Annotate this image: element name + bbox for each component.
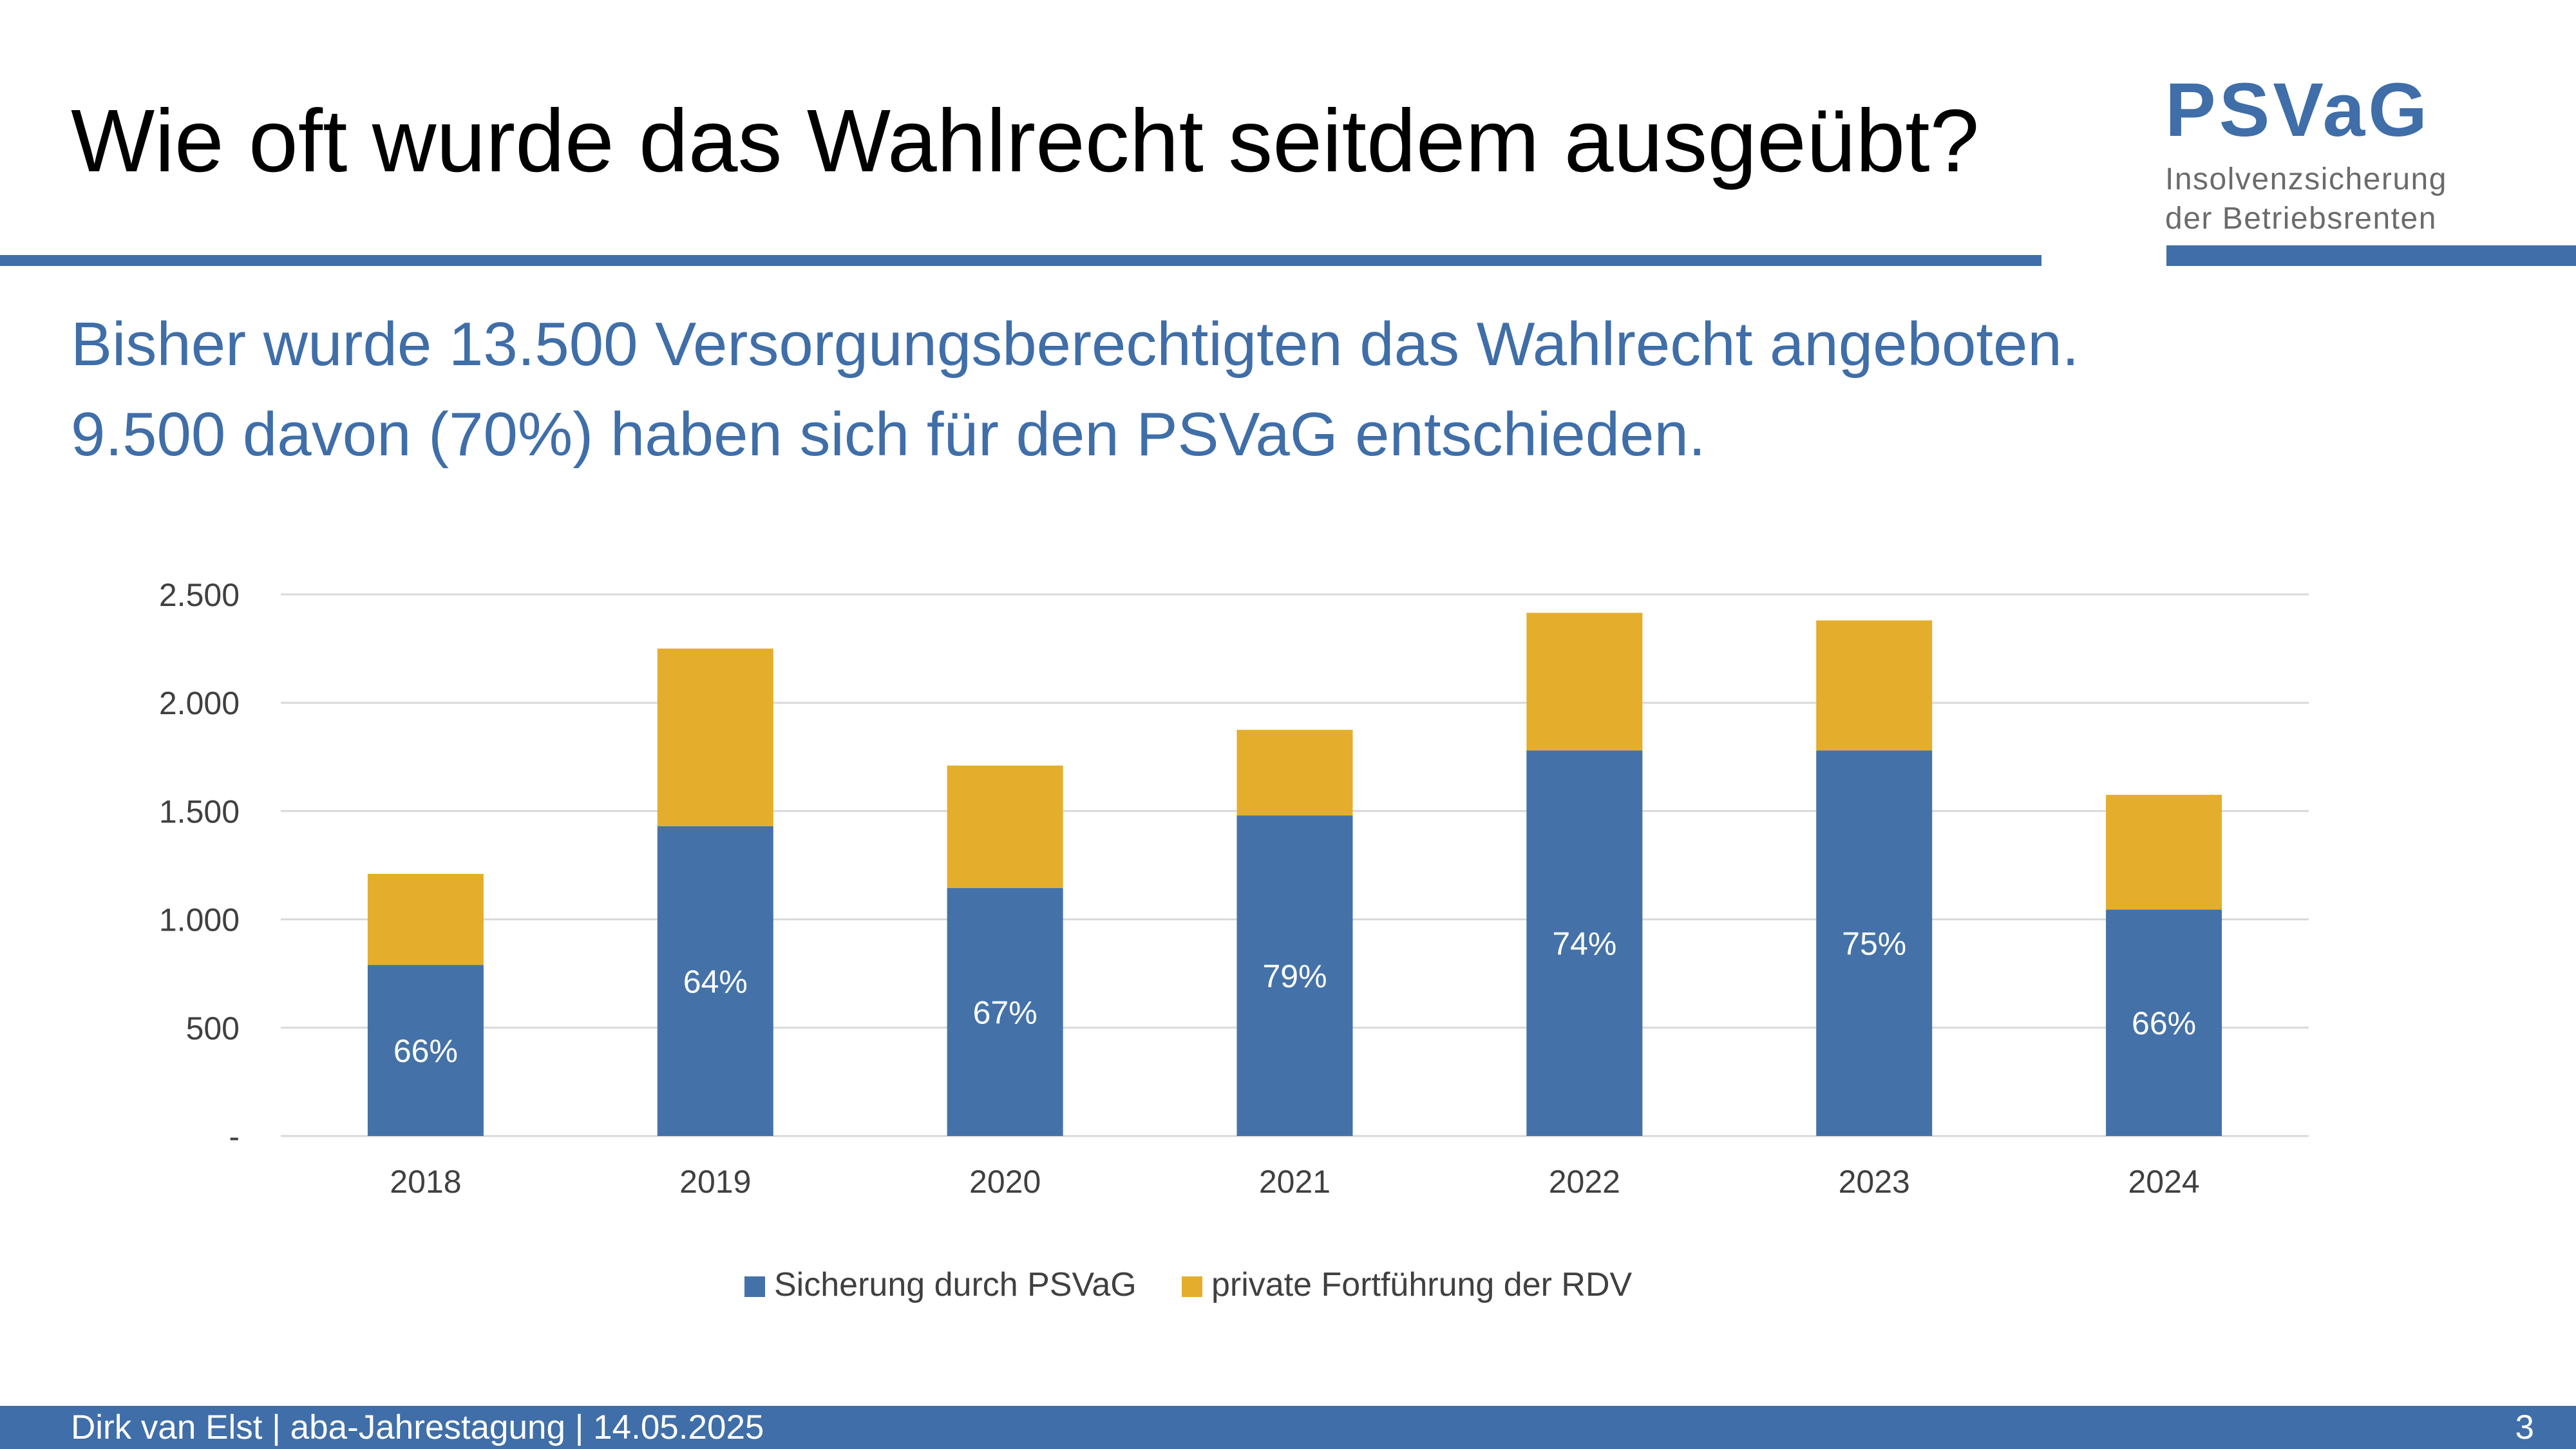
- bar-2018-series-0: [367, 965, 484, 1136]
- y-tick-label-3: 1.500: [159, 793, 240, 829]
- bar-2020-series-1: [947, 765, 1063, 888]
- x-tick-label-2024: 2024: [2128, 1164, 2199, 1200]
- data-label-2024: 66%: [2132, 1005, 2196, 1041]
- page-number: 3: [2515, 1408, 2534, 1446]
- legend-label-1: private Fortführung der RDV: [1211, 1266, 1632, 1303]
- bar-2023-series-0: [1816, 750, 1933, 1136]
- x-tick-label-2023: 2023: [1839, 1164, 1910, 1200]
- bar-2018-series-1: [367, 873, 484, 965]
- slide-title: Wie oft wurde das Wahlrecht seitdem ausg…: [71, 91, 1980, 191]
- data-label-2021: 79%: [1262, 958, 1327, 994]
- legend-label-0: Sicherung durch PSVaG: [774, 1266, 1137, 1303]
- footer-bar: Dirk van Elst | aba-Jahrestagung | 14.05…: [0, 1406, 2576, 1449]
- bar-2023-series-1: [1816, 620, 1933, 751]
- psvag-logo: PSVaG Insolvenzsicherung der Betriebsren…: [2165, 72, 2468, 238]
- y-tick-label-2: 1.000: [159, 902, 240, 938]
- data-label-2019: 64%: [683, 963, 748, 999]
- data-label-2022: 74%: [1552, 926, 1616, 962]
- y-tick-label-1: 500: [186, 1010, 240, 1046]
- x-tick-label-2021: 2021: [1259, 1164, 1331, 1200]
- stacked-bar-chart: - 500 1.000 1.500 2.000 2.500 66% 2018 64% 2019 67…: [159, 577, 2309, 1303]
- y-tick-label-0: -: [229, 1119, 240, 1155]
- y-tick-label-4: 2.000: [159, 685, 240, 721]
- bar-2019-series-1: [657, 649, 773, 826]
- logo-tagline-line-2: der Betriebsrenten: [2165, 202, 2437, 236]
- bar-2024-series-1: [2106, 795, 2222, 910]
- x-tick-label-2022: 2022: [1549, 1164, 1620, 1200]
- bar-2022-series-1: [1526, 612, 1643, 751]
- bar-2024-series-0: [2106, 909, 2222, 1136]
- footer-text: Dirk van Elst | aba-Jahrestagung | 14.05…: [71, 1408, 764, 1446]
- bar-2021-series-1: [1236, 730, 1353, 816]
- bar-2021-series-0: [1236, 815, 1353, 1136]
- legend-swatch-0: [744, 1276, 765, 1297]
- logo-tagline-line-1: Insolvenzsicherung: [2165, 162, 2447, 196]
- data-label-2020: 67%: [973, 994, 1037, 1030]
- logo-wordmark: PSVaG: [2165, 68, 2431, 153]
- subtitle-line-2: 9.500 davon (70%) haben sich für den PSV…: [71, 400, 1706, 469]
- bar-2019-series-0: [657, 826, 773, 1136]
- y-tick-label-5: 2.500: [159, 577, 240, 613]
- legend-swatch-1: [1182, 1276, 1202, 1297]
- title-divider: [0, 255, 2041, 266]
- bar-2022-series-0: [1526, 750, 1643, 1136]
- x-tick-label-2020: 2020: [969, 1164, 1041, 1200]
- bar-2020-series-0: [947, 887, 1063, 1136]
- subtitle-line-1: Bisher wurde 13.500 Versorgungsberechtig…: [71, 310, 2079, 379]
- data-label-2018: 66%: [393, 1033, 458, 1069]
- logo-tagline: Insolvenzsicherung der Betriebsrenten: [2165, 160, 2468, 238]
- data-label-2023: 75%: [1842, 926, 1906, 962]
- subtitle: Bisher wurde 13.500 Versorgungsberechtig…: [71, 299, 2079, 480]
- x-tick-label-2019: 2019: [679, 1164, 751, 1200]
- logo-divider: [2166, 245, 2576, 266]
- x-tick-label-2018: 2018: [390, 1164, 461, 1200]
